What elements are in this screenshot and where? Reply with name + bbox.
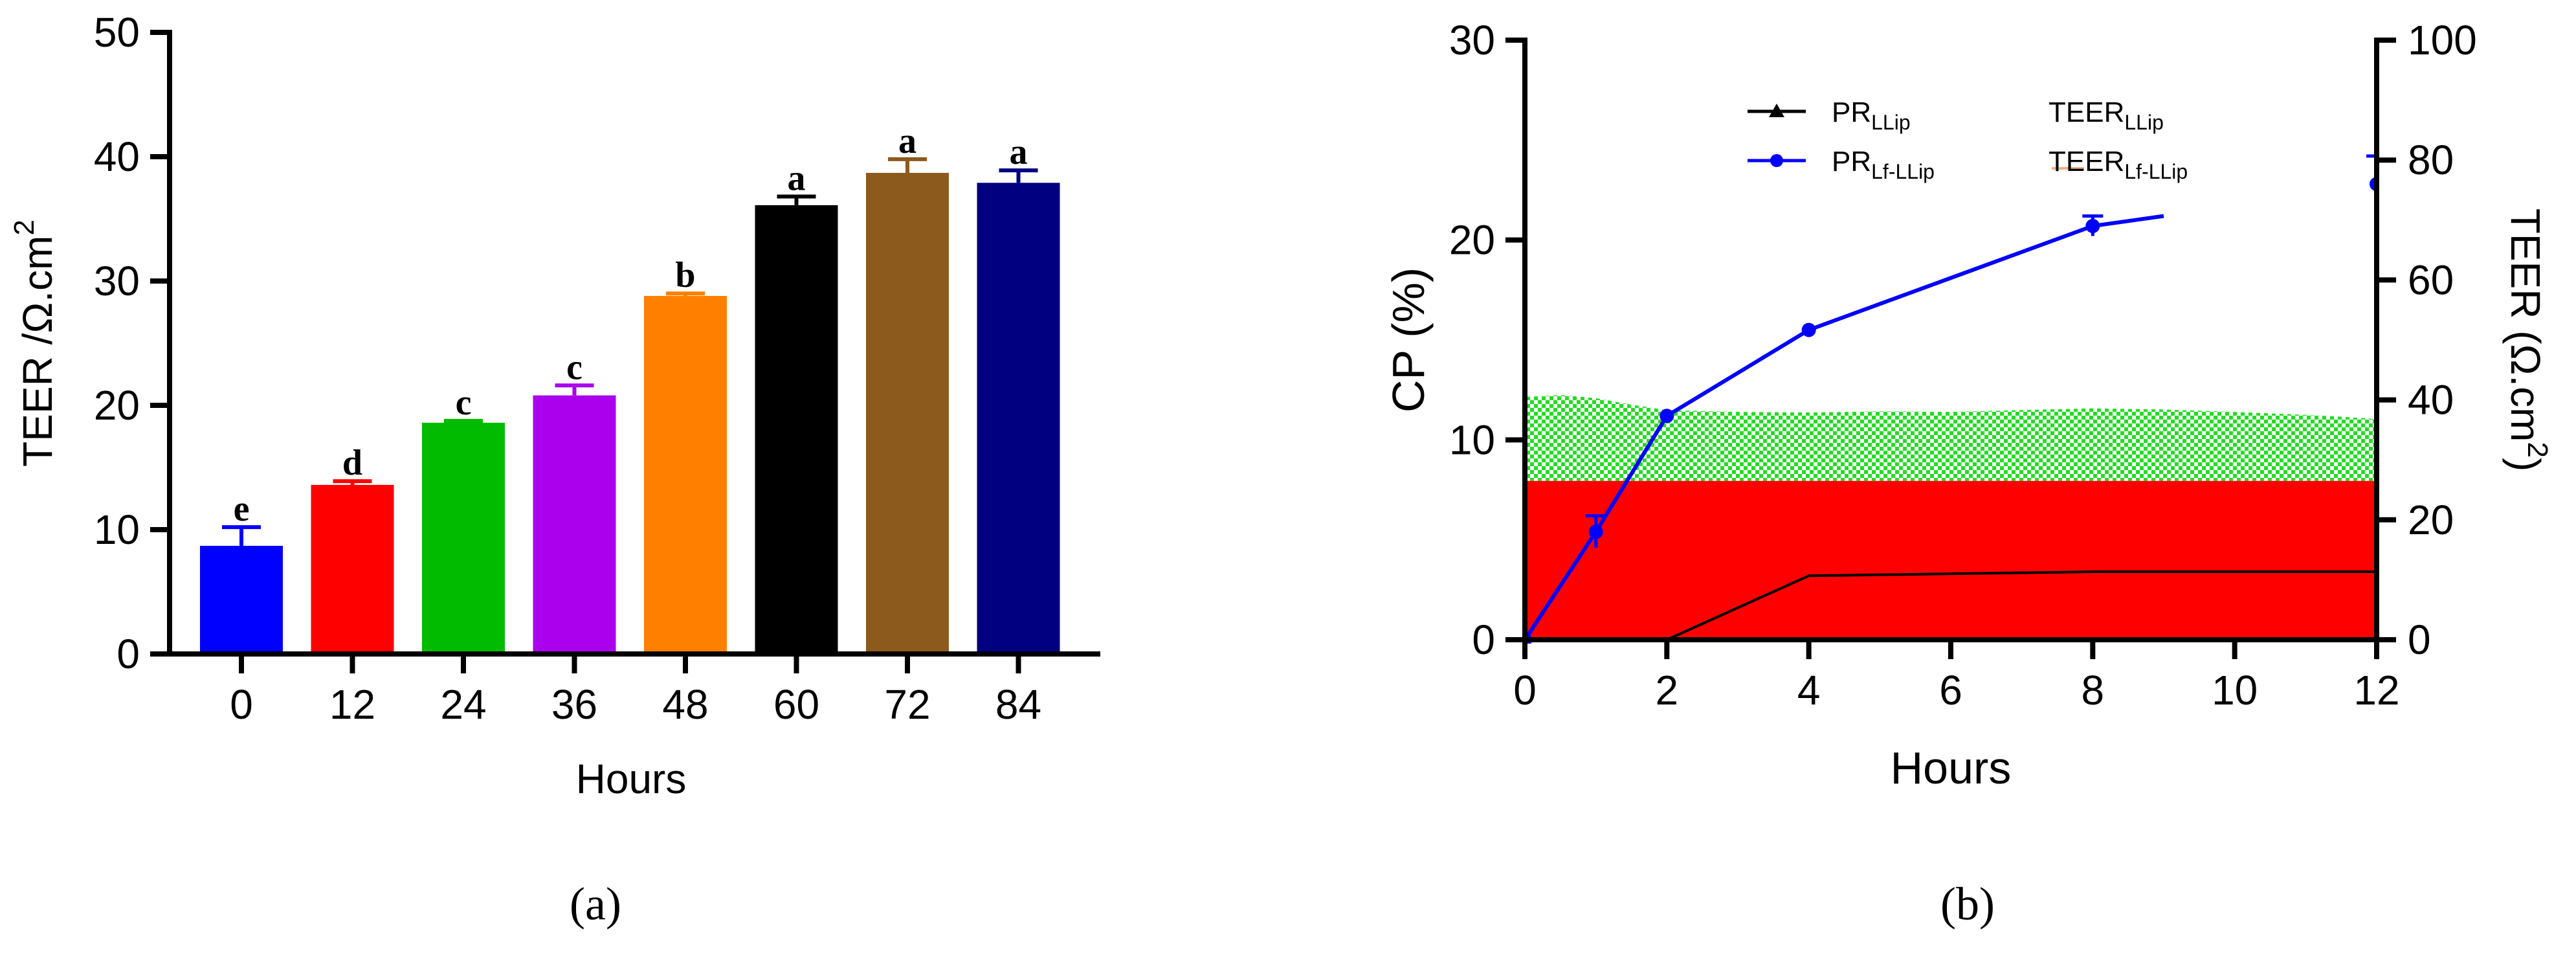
chart-b-right-y-axis-label: TEER (Ω.cm2) — [2502, 208, 2553, 472]
panel-label-a: (a) — [570, 878, 621, 930]
chart-a-y-axis-ticks: 0 10 20 30 40 50 — [94, 9, 170, 677]
chart-a-significance-letter: d — [342, 443, 362, 483]
chart-a-x-tick-label: 36 — [551, 681, 597, 728]
chart-a-bar — [977, 183, 1060, 654]
chart-b-left-y-axis-label: CP (%) — [1383, 267, 1434, 412]
chart-a-x-tick-label: 60 — [773, 681, 819, 728]
chart-a-x-axis-label: Hours — [576, 756, 687, 802]
chart-b-right-y-tick-label: 60 — [2408, 256, 2454, 303]
chart-a-y-tick-label: 20 — [94, 382, 140, 429]
area-teer-llip — [1525, 395, 2377, 481]
chart-a-significance-letter: a — [788, 158, 806, 198]
chart-b-x-tick-label: 8 — [2082, 667, 2105, 714]
chart-a-bar — [311, 484, 394, 654]
legend-label-sub: LLip — [1871, 111, 1911, 134]
chart-b-point-pr-lf-llip — [1660, 409, 1674, 423]
chart-a-significance-letter: c — [566, 347, 583, 387]
legend-item: PRLf-LLip — [1748, 146, 1935, 183]
chart-b-right-y-axis-label-sup: 2 — [2522, 442, 2553, 457]
chart-b-right-y-tick-label: 80 — [2408, 137, 2454, 183]
chart-a-significance-letter: e — [234, 489, 250, 529]
legend-label: TEERLLip — [2049, 96, 2164, 134]
chart-a: e d c c b a a a 0 10 20 30 40 50 0 12 24 36 48 60 72 84 Hou… — [8, 9, 1100, 802]
chart-a-y-tick-label: 0 — [117, 631, 140, 677]
chart-b-right-y-ticks: 0 20 40 60 80 100 — [2377, 17, 2477, 663]
chart-b-left-y-tick-label: 20 — [1449, 217, 1495, 264]
chart-b-right-y-axis-label-close: ) — [2502, 458, 2549, 471]
chart-a-y-tick-label: 40 — [94, 133, 140, 180]
chart-a-y-axis-label-main: TEER /Ω.cm — [14, 236, 61, 467]
legend-label-base: TEER — [2049, 146, 2124, 177]
chart-a-bar — [644, 296, 727, 654]
chart-a-significance-letter: b — [675, 255, 695, 295]
chart-a-bar — [866, 172, 949, 655]
chart-a-significance-letter: c — [456, 383, 472, 423]
line-pr-lf-llip — [1525, 214, 2164, 641]
chart-a-bar — [755, 205, 838, 654]
chart-b-left-y-tick-label: 0 — [1472, 616, 1495, 663]
chart-a-significance-letters: e d c c b a a a — [234, 121, 1028, 529]
chart-a-x-tick-label: 48 — [662, 681, 708, 728]
legend-label: PRLLip — [1832, 96, 1911, 134]
legend-item: PRLLip — [1748, 96, 1911, 134]
area-teer-lf-llip — [1525, 480, 2377, 640]
legend-item: TEERLf-LLip — [2049, 146, 2188, 183]
chart-a-x-tick-label: 0 — [230, 681, 253, 728]
chart-b-point-pr-lf-llip — [2085, 219, 2100, 234]
chart-a-bar — [422, 422, 505, 654]
legend-label-sub: Lf-LLip — [1871, 160, 1935, 183]
chart-a-x-tick-label: 24 — [440, 681, 486, 728]
chart-b-x-tick-label: 10 — [2212, 667, 2258, 714]
chart-b-left-y-ticks: 0 10 20 30 — [1449, 17, 1525, 663]
chart-b-right-y-axis-label-main: TEER (Ω.cm — [2502, 208, 2549, 442]
chart-b-left-y-tick-label: 30 — [1449, 17, 1495, 63]
chart-a-significance-letter: a — [898, 121, 916, 161]
chart-b-x-tick-label: 0 — [1513, 667, 1537, 714]
chart-a-y-tick-label: 10 — [94, 506, 140, 553]
chart-b-x-tick-label: 4 — [1797, 667, 1821, 714]
chart-a-error-bars — [222, 157, 1038, 546]
legend-label-sub: LLip — [2124, 111, 2164, 134]
chart-a-x-axis-ticks: 0 12 24 36 48 60 72 84 — [230, 654, 1041, 728]
chart-a-x-tick-label: 72 — [884, 681, 930, 728]
legend-item: TEERLLip — [2049, 96, 2164, 134]
chart-a-bar — [200, 545, 283, 654]
chart-a-bar — [533, 395, 616, 654]
chart-a-bars — [200, 172, 1060, 655]
chart-a-y-tick-label: 50 — [94, 9, 140, 56]
chart-b-x-tick-label: 12 — [2353, 667, 2399, 714]
chart-a-y-axis-label: TEER /Ω.cm2 — [8, 220, 61, 467]
legend-label: PRLf-LLip — [1832, 146, 1935, 183]
legend-label-base: PR — [1832, 96, 1871, 128]
legend-label-sub: Lf-LLip — [2124, 160, 2188, 183]
legend-circle-marker — [1770, 154, 1783, 167]
chart-a-x-tick-label: 12 — [329, 681, 375, 728]
chart-b-right-y-tick-label: 0 — [2408, 616, 2431, 663]
legend-label-base: TEER — [2049, 96, 2124, 128]
chart-b-point-pr-lf-llip — [1801, 322, 1816, 337]
panel-label-b: (b) — [1940, 878, 1995, 930]
chart-b: 0 10 20 30 0 20 40 60 80 100 0 2 4 6 8 10 12 Hours CP … — [1383, 17, 2553, 793]
legend-label-base: PR — [1832, 146, 1871, 177]
chart-b-x-tick-label: 2 — [1656, 667, 1679, 714]
chart-b-right-y-tick-label: 40 — [2408, 377, 2454, 423]
chart-a-y-tick-label: 30 — [94, 258, 140, 304]
chart-b-x-axis-ticks: 0 2 4 6 8 10 12 — [1513, 640, 2400, 714]
chart-b-right-y-tick-label: 100 — [2408, 17, 2477, 63]
legend-label: TEERLf-LLip — [2049, 146, 2188, 183]
chart-a-y-axis-label-sup: 2 — [8, 220, 40, 235]
chart-a-x-tick-label: 84 — [995, 681, 1041, 728]
chart-b-right-y-tick-label: 20 — [2408, 497, 2454, 543]
chart-b-x-tick-label: 6 — [1939, 667, 1962, 714]
chart-b-point-pr-lf-llip — [1588, 524, 1603, 539]
legend-triangle-marker — [1769, 104, 1784, 117]
chart-a-significance-letter: a — [1010, 132, 1028, 172]
chart-b-x-axis-label: Hours — [1891, 743, 2012, 793]
chart-b-left-y-tick-label: 10 — [1449, 416, 1495, 463]
